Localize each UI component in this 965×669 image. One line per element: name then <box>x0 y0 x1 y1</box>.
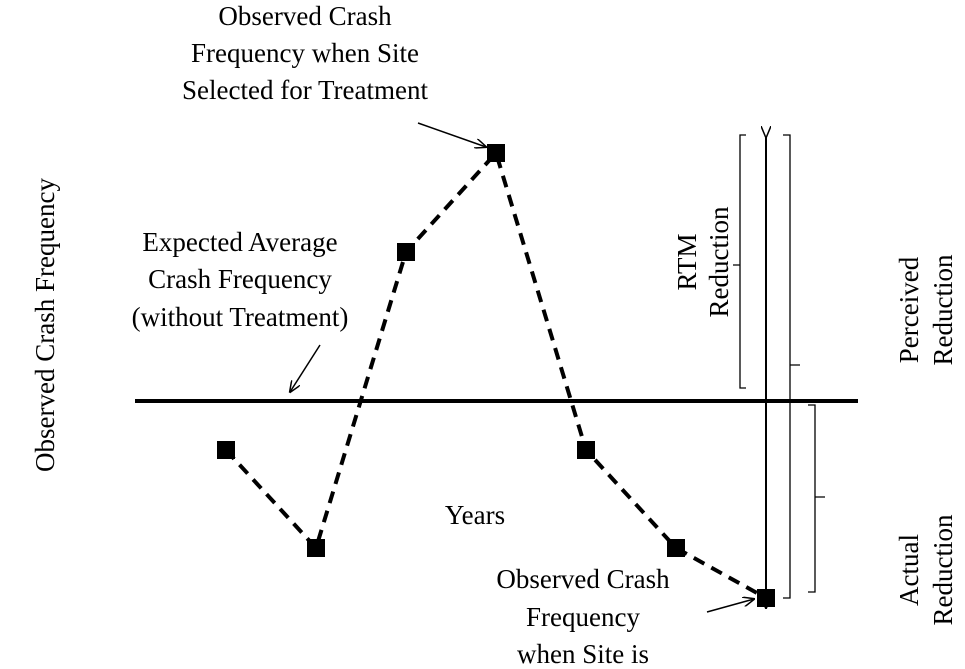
annotation-line: Observed Crash <box>496 564 670 594</box>
brace <box>783 134 800 599</box>
annotation-line: Observed Crash <box>218 1 392 31</box>
marker <box>667 539 685 557</box>
brace-label: RTM <box>672 234 702 291</box>
observed-line <box>224 149 767 600</box>
arrow <box>706 599 754 613</box>
marker <box>307 539 325 557</box>
brace-label: Reduction <box>704 206 734 317</box>
arrow <box>290 344 321 392</box>
brace <box>808 404 825 593</box>
x-axis-label: Years <box>445 500 505 530</box>
annotation-line: Frequency <box>526 602 640 632</box>
annotation-line: when Site is <box>517 639 649 669</box>
marker <box>397 243 415 261</box>
brace-label: Reduction <box>928 514 958 625</box>
brace-label: Perceived <box>894 256 924 363</box>
arrow <box>417 122 486 147</box>
annotation-line: Expected Average <box>142 227 337 257</box>
marker <box>487 144 505 162</box>
brace-label: Reduction <box>928 254 958 365</box>
marker <box>217 441 235 459</box>
brace-label: Actual <box>894 534 924 606</box>
y-axis-label: Observed Crash Frequency <box>30 178 60 472</box>
annotation-line: Frequency when Site <box>191 38 419 68</box>
annotation-line: Crash Frequency <box>148 264 332 294</box>
annotation-line: Selected for Treatment <box>182 75 428 105</box>
brace <box>733 134 746 389</box>
marker <box>577 441 595 459</box>
annotation-line: (without Treatment) <box>132 302 349 332</box>
